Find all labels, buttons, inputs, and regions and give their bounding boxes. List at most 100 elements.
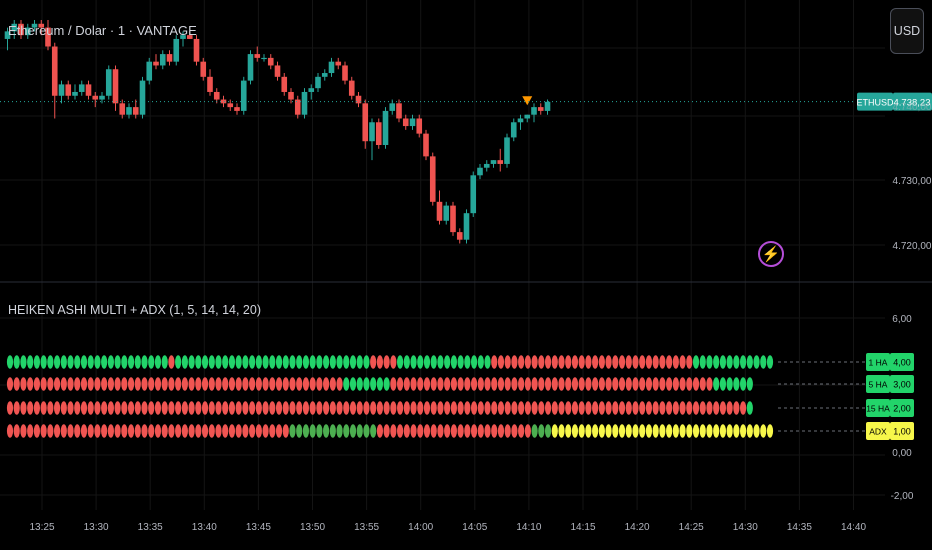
indicator-dot [94,424,101,438]
candle-body [153,61,159,66]
bolt-icon[interactable]: ⚡ [758,241,784,267]
indicator-dot [585,355,592,369]
indicator-dot [161,377,168,391]
indicator-dot [383,424,390,438]
indicator-dot [208,424,215,438]
indicator-dot [20,355,27,369]
indicator-dot [679,355,686,369]
indicator-dot [477,377,484,391]
indicator-dot [222,424,229,438]
indicator-dot [578,355,585,369]
indicator-dot [518,355,525,369]
indicator-dot [726,377,733,391]
indicator-title[interactable]: HEIKEN ASHI MULTI + ADX (1, 5, 14, 14, 2… [8,303,261,317]
indicator-dot [645,355,653,369]
indicator-dot [323,401,330,415]
indicator-dot [154,424,162,438]
candle-body [240,80,247,111]
indicator-dot [60,355,67,369]
indicator-dot [692,377,700,391]
candle-body [45,27,51,47]
time-axis-label: 14:25 [679,522,704,533]
candle-body [166,54,173,62]
indicator-dot [235,355,242,369]
indicator-dot [444,424,451,438]
indicator-dot [403,377,410,391]
indicator-dot [571,355,579,369]
candle-body [51,46,58,96]
indicator-dot [329,424,336,438]
indicator-dot [538,424,545,438]
indicator-dot [67,377,74,391]
indicator-dot [639,424,646,438]
indicator-dot [484,401,491,415]
indicator-dot [672,424,679,438]
indicator-dot [686,377,693,391]
symbol-title[interactable]: Ethereum / Dolar · 1 · VANTAGE [8,23,197,38]
indicator-dot [235,377,242,391]
indicator-dot [27,377,34,391]
indicator-dot [511,401,518,415]
indicator-dot [363,377,370,391]
indicator-dot [598,424,605,438]
indicator-dot [766,424,774,438]
indicator-dot [430,377,437,391]
candle-body [92,95,99,100]
indicator-dot [87,377,94,391]
indicator-dot [323,355,330,369]
indicator-dot [632,377,639,391]
indicator-dot [551,401,558,415]
indicator-dot [47,401,54,415]
indicator-dot [53,424,61,438]
indicator-dot [47,377,54,391]
indicator-dot [491,377,498,391]
candle-body [450,205,456,233]
indicator-dot [262,377,269,391]
indicator-dot [249,424,256,438]
candle-body [24,27,31,36]
time-axis-label: 13:25 [29,522,54,533]
indicator-dot [296,401,303,415]
indicator-dot [343,355,350,369]
indicator-dot [134,355,141,369]
time-axis-label: 14:00 [408,522,433,533]
indicator-dot [746,355,753,369]
currency-button[interactable]: USD [890,8,924,54]
indicator-dot [659,424,666,438]
indicator-dot [417,401,424,415]
indicator-dot [275,424,283,438]
indicator-dot [161,355,168,369]
indicator-dot [262,424,269,438]
indicator-dot [289,377,296,391]
indicator-dot [706,401,713,415]
indicator-dot [618,377,626,391]
indicator-dots-layer [6,355,866,438]
candle-body [173,38,180,62]
current-price-tag: 4.738,23 [894,98,931,109]
indicator-dot [726,424,733,438]
candle-body [193,38,200,62]
indicator-dot [686,424,693,438]
time-axis-label: 13:30 [84,522,109,533]
indicator-dot [692,355,700,369]
indicator-dot [497,401,505,415]
indicator-dot [40,424,47,438]
indicator-dot [208,401,215,415]
indicator-dot [329,355,336,369]
indicator-dot [356,377,363,391]
candle-body [531,107,537,115]
indicator-dot [733,401,740,415]
indicator-dot [134,401,141,415]
indicator-dot [74,377,81,391]
indicator-dot [760,355,767,369]
indicator-dot [181,377,188,391]
indicator-dot [652,377,659,391]
indicator-dot [376,355,384,369]
indicator-dot [544,424,552,438]
indicator-dot [107,424,114,438]
indicator-dot [410,377,417,391]
indicator-dot [255,424,262,438]
indicator-dot [141,401,148,415]
indicator-dot [296,377,303,391]
indicator-dot [208,377,215,391]
